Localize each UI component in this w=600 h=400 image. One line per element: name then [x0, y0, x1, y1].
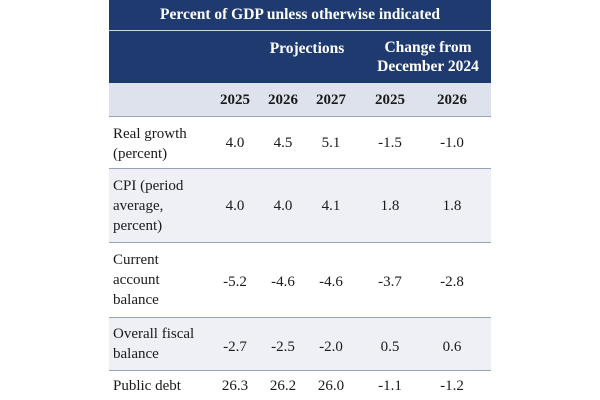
table-cell: 4.0	[273, 198, 293, 214]
table-cell: 4.0	[225, 198, 245, 214]
row-label-line: balance	[113, 346, 159, 362]
table-cell: -2.5	[271, 339, 295, 355]
table-cell: -3.7	[378, 274, 402, 290]
row-label-line: Overall fiscal	[113, 326, 195, 342]
row-label-line: balance	[113, 292, 159, 308]
table-cell: 4.1	[321, 198, 341, 214]
table-cell: -2.0	[319, 339, 343, 355]
group-change-line2: December 2024	[377, 58, 479, 75]
table-cell: 26.3	[221, 378, 249, 394]
table-cell: 26.0	[317, 378, 345, 394]
row-label-line: (percent)	[113, 146, 168, 162]
table-cell: 26.2	[269, 378, 297, 394]
year-header: 2025	[375, 91, 405, 108]
table-cell: -4.6	[271, 274, 295, 290]
year-header: 2026	[268, 91, 298, 108]
table-cell: -2.7	[223, 339, 247, 355]
table-cell: 4.0	[225, 135, 245, 151]
row-label-line: CPI (period	[113, 178, 184, 194]
row-label: Real growth (percent)	[113, 124, 223, 164]
year-header-row: 2025 2026 2027 2025 2026	[109, 83, 491, 117]
table-cell: -1.5	[378, 135, 402, 151]
table-cell: 1.8	[442, 198, 462, 214]
year-header: 2026	[437, 91, 467, 108]
table-cell: -1.2	[440, 378, 464, 394]
table-row: CPI (period average, percent) 4.0 4.0 4.…	[109, 169, 491, 243]
row-label: Public debt	[113, 376, 223, 396]
table-cell: -1.1	[378, 378, 402, 394]
row-label-line: account	[113, 272, 160, 288]
row-label: Overall fiscal balance	[113, 324, 223, 364]
outlook-table: Percent of GDP unless otherwise indicate…	[109, 0, 491, 400]
group-change-line1: Change from	[384, 39, 472, 56]
group-projections: Projections	[269, 40, 345, 57]
row-label-line: Current	[113, 252, 159, 268]
table-cell: 4.5	[273, 135, 293, 151]
year-header: 2027	[316, 91, 346, 108]
column-group-header: Projections Change from December 2024	[109, 31, 491, 83]
year-header: 2025	[220, 91, 250, 108]
table-cell: 1.8	[380, 198, 400, 214]
table-cell: -1.0	[440, 135, 464, 151]
table-cell: -5.2	[223, 274, 247, 290]
table-cell: -4.6	[319, 274, 343, 290]
table-row: Real growth (percent) 4.0 4.5 5.1 -1.5 -…	[109, 117, 491, 169]
row-label-line: Real growth	[113, 126, 187, 142]
row-label: CPI (period average, percent)	[113, 176, 223, 236]
row-label-line: average,	[113, 198, 164, 214]
table-cell: -2.8	[440, 274, 464, 290]
table-cell: 0.5	[380, 339, 400, 355]
row-label-line: percent)	[113, 218, 163, 234]
group-change-from-dec-2024: Change from December 2024	[365, 38, 491, 76]
table-row: Overall fiscal balance -2.7 -2.5 -2.0 0.…	[109, 318, 491, 371]
row-label: Current account balance	[113, 250, 223, 310]
row-label-line: Public debt	[113, 378, 181, 394]
table-cell: 5.1	[321, 135, 341, 151]
table-row: Current account balance -5.2 -4.6 -4.6 -…	[109, 243, 491, 318]
table-row: Public debt 26.3 26.2 26.0 -1.1 -1.2	[109, 371, 491, 400]
table-title: Percent of GDP unless otherwise indicate…	[109, 0, 491, 31]
table-cell: 0.6	[442, 339, 462, 355]
